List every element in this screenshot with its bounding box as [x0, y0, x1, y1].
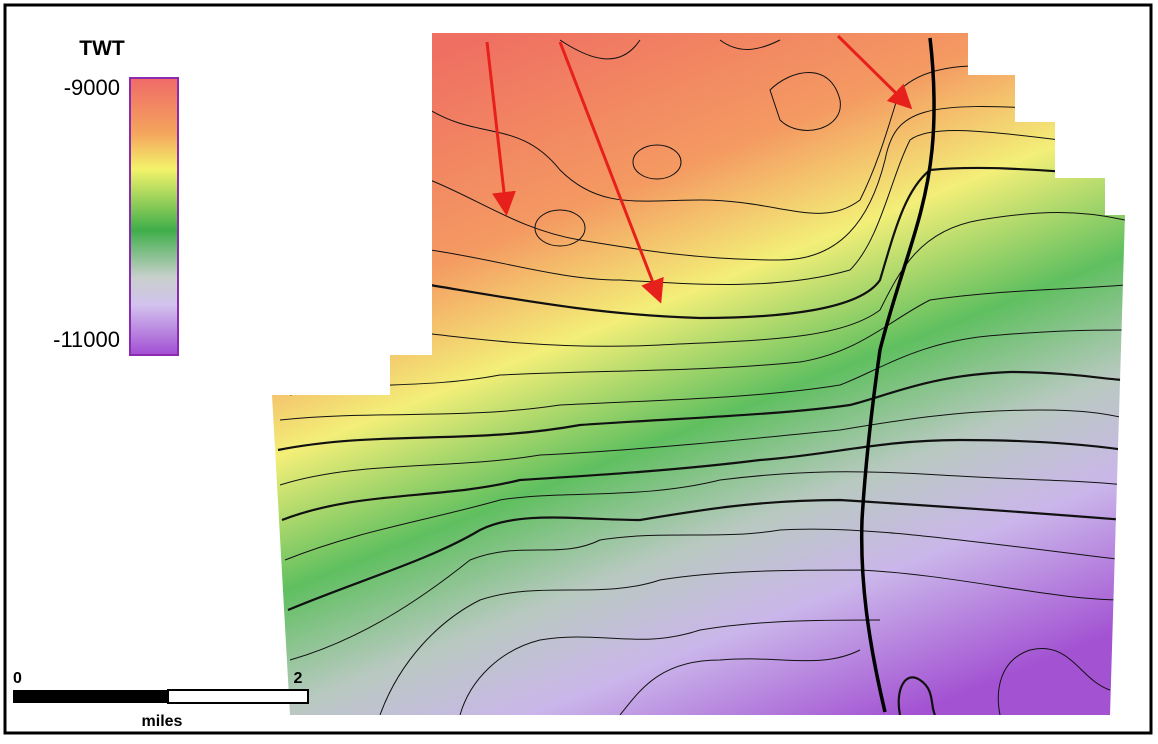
legend-min: -11000: [53, 327, 120, 352]
scale-end: 2: [294, 670, 303, 687]
color-bar: [130, 78, 178, 355]
scale-segment: [168, 690, 308, 703]
legend-title: TWT: [79, 37, 125, 60]
scale-unit: miles: [142, 713, 183, 730]
surface: [272, 33, 1125, 715]
scale-bar: 0 2 miles: [13, 670, 308, 730]
scale-segment: [13, 690, 168, 703]
legend-max: -9000: [64, 75, 120, 100]
legend: TWT -9000 -11000: [53, 37, 178, 355]
page: TWT -9000 -11000 0 2 miles (() => { cons…: [0, 0, 1158, 739]
map-figure: TWT -9000 -11000 0 2 miles: [0, 0, 1158, 739]
scale-start: 0: [13, 670, 22, 687]
map: [272, 33, 1125, 715]
